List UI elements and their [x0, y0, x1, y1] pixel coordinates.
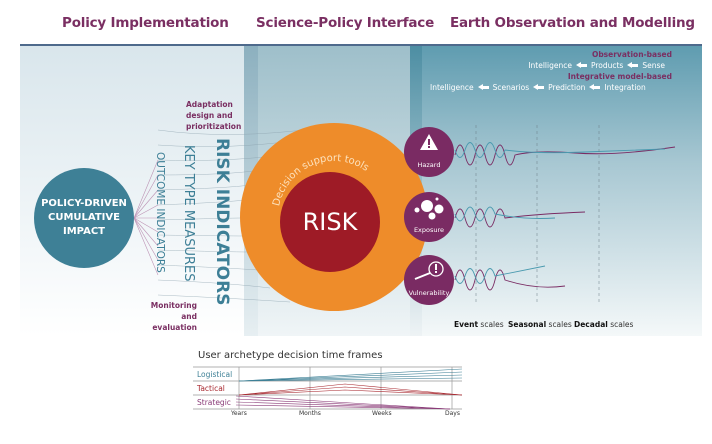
strategic-row-label: Strategic — [197, 398, 231, 407]
scale-rest: scales — [548, 320, 572, 329]
exposure-circle: Exposure — [404, 192, 454, 242]
scale-bold: Decadal — [574, 320, 608, 329]
flow-intelligence: Intelligence — [528, 61, 572, 70]
hazard-circle: Hazard — [404, 127, 454, 177]
warning-triangle-icon — [420, 134, 438, 150]
earth-panel — [422, 46, 702, 336]
monitoring-line: Monitoring — [150, 301, 197, 310]
flow-scenarios: Scenarios — [492, 83, 530, 92]
exposure-label: Exposure — [413, 226, 445, 234]
tick-days: Days — [445, 410, 460, 417]
magnifier-alert-icon — [414, 261, 444, 280]
risk-label: RISK — [302, 208, 358, 236]
adaptation-line: Adaptation — [186, 100, 233, 109]
header-divider — [20, 44, 702, 46]
policy-driven-impact-circle: POLICY-DRIVEN CUMULATIVE IMPACT — [34, 168, 134, 268]
timeframes-title: User archetype decision time frames — [198, 350, 383, 361]
tick-weeks: Weeks — [372, 410, 392, 417]
hazard-label: Hazard — [417, 161, 441, 169]
scale-bold: Seasonal — [508, 320, 547, 329]
tick-years: Years — [231, 410, 247, 417]
adaptation-line: prioritization — [186, 122, 242, 131]
tick-months: Months — [299, 410, 321, 417]
observation-based-label: Observation-based — [591, 50, 672, 59]
flow-integration: Integration — [604, 83, 646, 92]
adaptation-label: Adaptation design and prioritization — [186, 99, 241, 132]
left-arrow-icon — [533, 84, 545, 91]
policy-circle-line: IMPACT — [63, 226, 105, 237]
key-type-measures-label: KEY TYPE MEASURES — [181, 145, 196, 282]
outcome-indicators-label: OUTCOME INDICATORS — [154, 152, 166, 273]
monitoring-label: Monitoring and evaluation — [140, 300, 197, 333]
vulnerability-label: Vulnerability — [408, 289, 450, 297]
vulnerability-circle: Vulnerability — [404, 255, 454, 305]
event-scales-label: Event scales — [454, 320, 504, 329]
policy-circle-line: CUMULATIVE — [48, 212, 120, 223]
left-arrow-icon — [589, 84, 601, 91]
adaptation-line: design and — [186, 111, 233, 120]
scale-rest: scales — [480, 320, 504, 329]
risk-circle: RISK — [280, 172, 380, 272]
flow-intelligence: Intelligence — [430, 83, 474, 92]
observation-flow: Intelligence Products Sense — [528, 61, 665, 70]
flow-products: Products — [590, 61, 624, 70]
left-arrow-icon — [575, 62, 587, 69]
policy-circle-line: POLICY-DRIVEN — [41, 198, 127, 209]
integrative-flow: Intelligence Scenarios Prediction Integr… — [430, 83, 646, 92]
decadal-scales-label: Decadal scales — [574, 320, 633, 329]
risk-indicators-label: RISK INDICATORS — [212, 138, 232, 306]
policy-implementation-title: Policy Implementation — [62, 15, 229, 31]
science-policy-interface-title: Science-Policy Interface — [256, 15, 435, 31]
seasonal-scales-label: Seasonal scales — [508, 320, 572, 329]
logistical-row-label: Logistical — [197, 370, 233, 379]
tactical-row-label: Tactical — [197, 384, 225, 393]
integrative-model-based-label: Integrative model-based — [567, 72, 672, 81]
left-arrow-icon — [477, 84, 489, 91]
scale-bold: Event — [454, 320, 479, 329]
monitoring-line: and evaluation — [152, 312, 197, 332]
scale-rest: scales — [610, 320, 634, 329]
earth-observation-title: Earth Observation and Modelling — [450, 15, 695, 31]
flow-prediction: Prediction — [548, 83, 586, 92]
left-arrow-icon — [627, 62, 639, 69]
dots-cluster-icon — [414, 197, 444, 220]
flow-sense: Sense — [642, 61, 665, 70]
